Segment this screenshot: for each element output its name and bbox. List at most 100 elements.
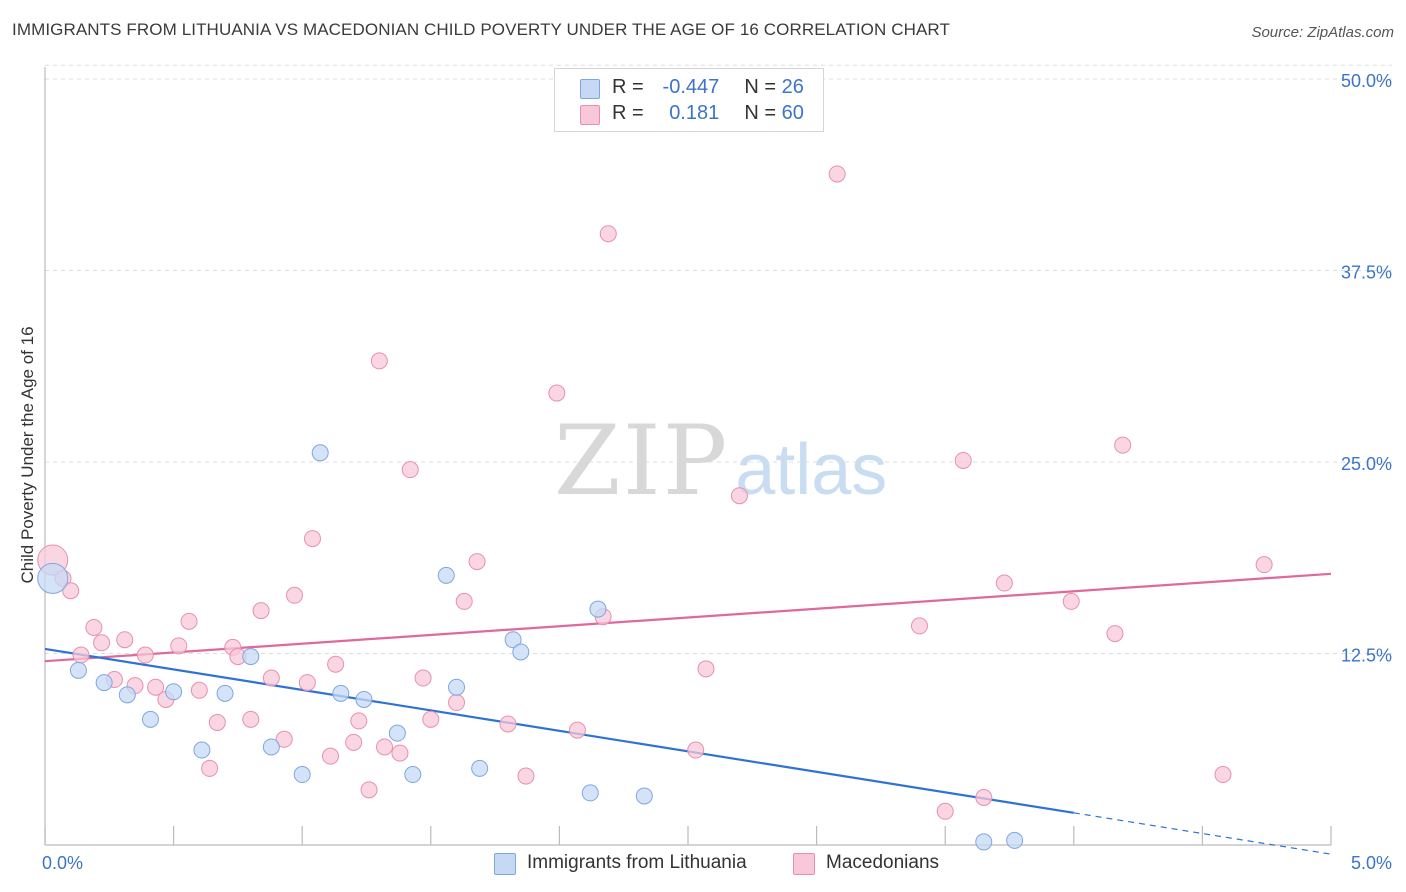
macedonian-point <box>517 767 535 785</box>
lithuania-point <box>404 766 422 784</box>
data-points <box>37 165 1273 851</box>
lithuania-point <box>262 738 280 756</box>
macedonian-point <box>350 712 368 730</box>
macedonian-point <box>730 487 748 505</box>
macedonian-point <box>468 553 486 571</box>
macedonian-point <box>262 669 280 687</box>
macedonian-point <box>62 582 80 600</box>
x-tick-label: 0.0% <box>42 853 83 873</box>
trend-lines <box>44 572 1332 855</box>
macedonian-point <box>910 617 928 635</box>
y-tick-label: 50.0% <box>1341 71 1392 91</box>
chart-title: IMMIGRANTS FROM LITHUANIA VS MACEDONIAN … <box>12 20 950 39</box>
macedonian-point <box>599 225 617 243</box>
r-label: R = <box>612 76 644 98</box>
macedonian-point <box>360 781 378 799</box>
macedonian-point <box>345 733 363 751</box>
macedonian-point <box>954 451 972 469</box>
lithuania-point <box>1006 831 1024 849</box>
macedonian-point <box>1106 625 1124 643</box>
macedonian-point <box>303 530 321 548</box>
lithuania-point <box>193 741 211 759</box>
macedonian-point <box>242 710 260 728</box>
macedonian-point <box>93 634 111 652</box>
legend-swatch-blue <box>580 79 600 99</box>
lithuania-point <box>581 784 599 802</box>
macedonian-point <box>401 461 419 479</box>
x-tick-label: 5.0% <box>1351 853 1392 873</box>
lithuania-point <box>437 566 455 584</box>
lithuania-point <box>332 684 350 702</box>
r-value: 0.181 <box>669 102 720 124</box>
macedonian-point <box>568 721 586 739</box>
y-tick-label: 37.5% <box>1341 263 1392 283</box>
macedonian-point <box>687 741 705 759</box>
macedonian-point <box>285 586 303 604</box>
macedonian-point <box>85 618 103 636</box>
legend-text-lithuania: R = -0.447 N = 26 <box>612 76 804 99</box>
lithuania-point <box>589 600 607 618</box>
lithuania-point <box>242 648 260 666</box>
legend-label-macedonians: Macedonians <box>826 852 940 873</box>
macedonian-point <box>180 612 198 630</box>
n-value: 26 <box>781 76 804 98</box>
macedonian-point <box>170 637 188 655</box>
legend-swatch-blue <box>494 853 516 875</box>
lithuania-point <box>37 562 69 594</box>
correlation-legend: R = -0.447 N = 26 R = 0.181 N = 60 <box>554 68 824 132</box>
macedonian-point <box>72 646 90 664</box>
macedonian-point <box>422 710 440 728</box>
macedonian-point <box>455 592 473 610</box>
lithuania-point <box>512 643 530 661</box>
macedonian-point <box>414 669 432 687</box>
macedonian-point <box>370 352 388 370</box>
macedonian-point <box>376 738 394 756</box>
macedonian-point <box>936 802 954 820</box>
tick-labels: 12.5% 25.0% 37.5% 50.0% 0.0% 5.0% <box>42 71 1392 873</box>
macedonian-point <box>499 715 517 733</box>
lithuania-point <box>165 683 183 701</box>
macedonian-point <box>828 165 846 183</box>
n-label: N = <box>744 102 777 124</box>
lithuania-point <box>471 759 489 777</box>
macedonian-point <box>136 646 154 664</box>
macedonian-point <box>1114 436 1132 454</box>
n-label: N = <box>744 76 777 98</box>
lithuania-point <box>216 684 234 702</box>
lithuania-point <box>293 766 311 784</box>
n-value: 60 <box>781 102 804 124</box>
legend-swatch-pink <box>580 105 600 125</box>
macedonian-point <box>321 747 339 765</box>
y-tick-label: 12.5% <box>1341 646 1392 666</box>
lithuania-point <box>69 661 87 679</box>
lithuania-point <box>311 444 329 462</box>
lithuania-point <box>448 678 466 696</box>
y-tick-label: 25.0% <box>1341 454 1392 474</box>
macedonian-point <box>252 602 270 620</box>
grid-lines <box>45 64 1392 654</box>
lithuania-point <box>355 690 373 708</box>
macedonian-point <box>975 789 993 807</box>
macedonian-point <box>327 655 345 673</box>
macedonian-point <box>1214 766 1232 784</box>
macedonian-point <box>1062 592 1080 610</box>
macedonian-point <box>548 384 566 402</box>
macedonian-point <box>116 631 134 649</box>
lithuania-point <box>141 710 159 728</box>
legend-label-lithuania: Immigrants from Lithuania <box>527 852 747 873</box>
lithuania-point <box>635 787 653 805</box>
macedonian-point <box>391 744 409 762</box>
source-label: Source: ZipAtlas.com <box>1251 24 1394 41</box>
lithuania-point <box>388 724 406 742</box>
macedonian-point <box>275 730 293 748</box>
trend-line-macedonians <box>44 572 1332 663</box>
macedonian-point <box>298 674 316 692</box>
macedonian-point <box>201 759 219 777</box>
r-value: -0.447 <box>662 76 720 98</box>
macedonian-point <box>448 694 466 712</box>
macedonian-point <box>190 681 208 699</box>
macedonian-point <box>1255 556 1273 574</box>
lithuania-point <box>975 833 993 851</box>
trend-line-lithuania <box>44 647 1074 814</box>
